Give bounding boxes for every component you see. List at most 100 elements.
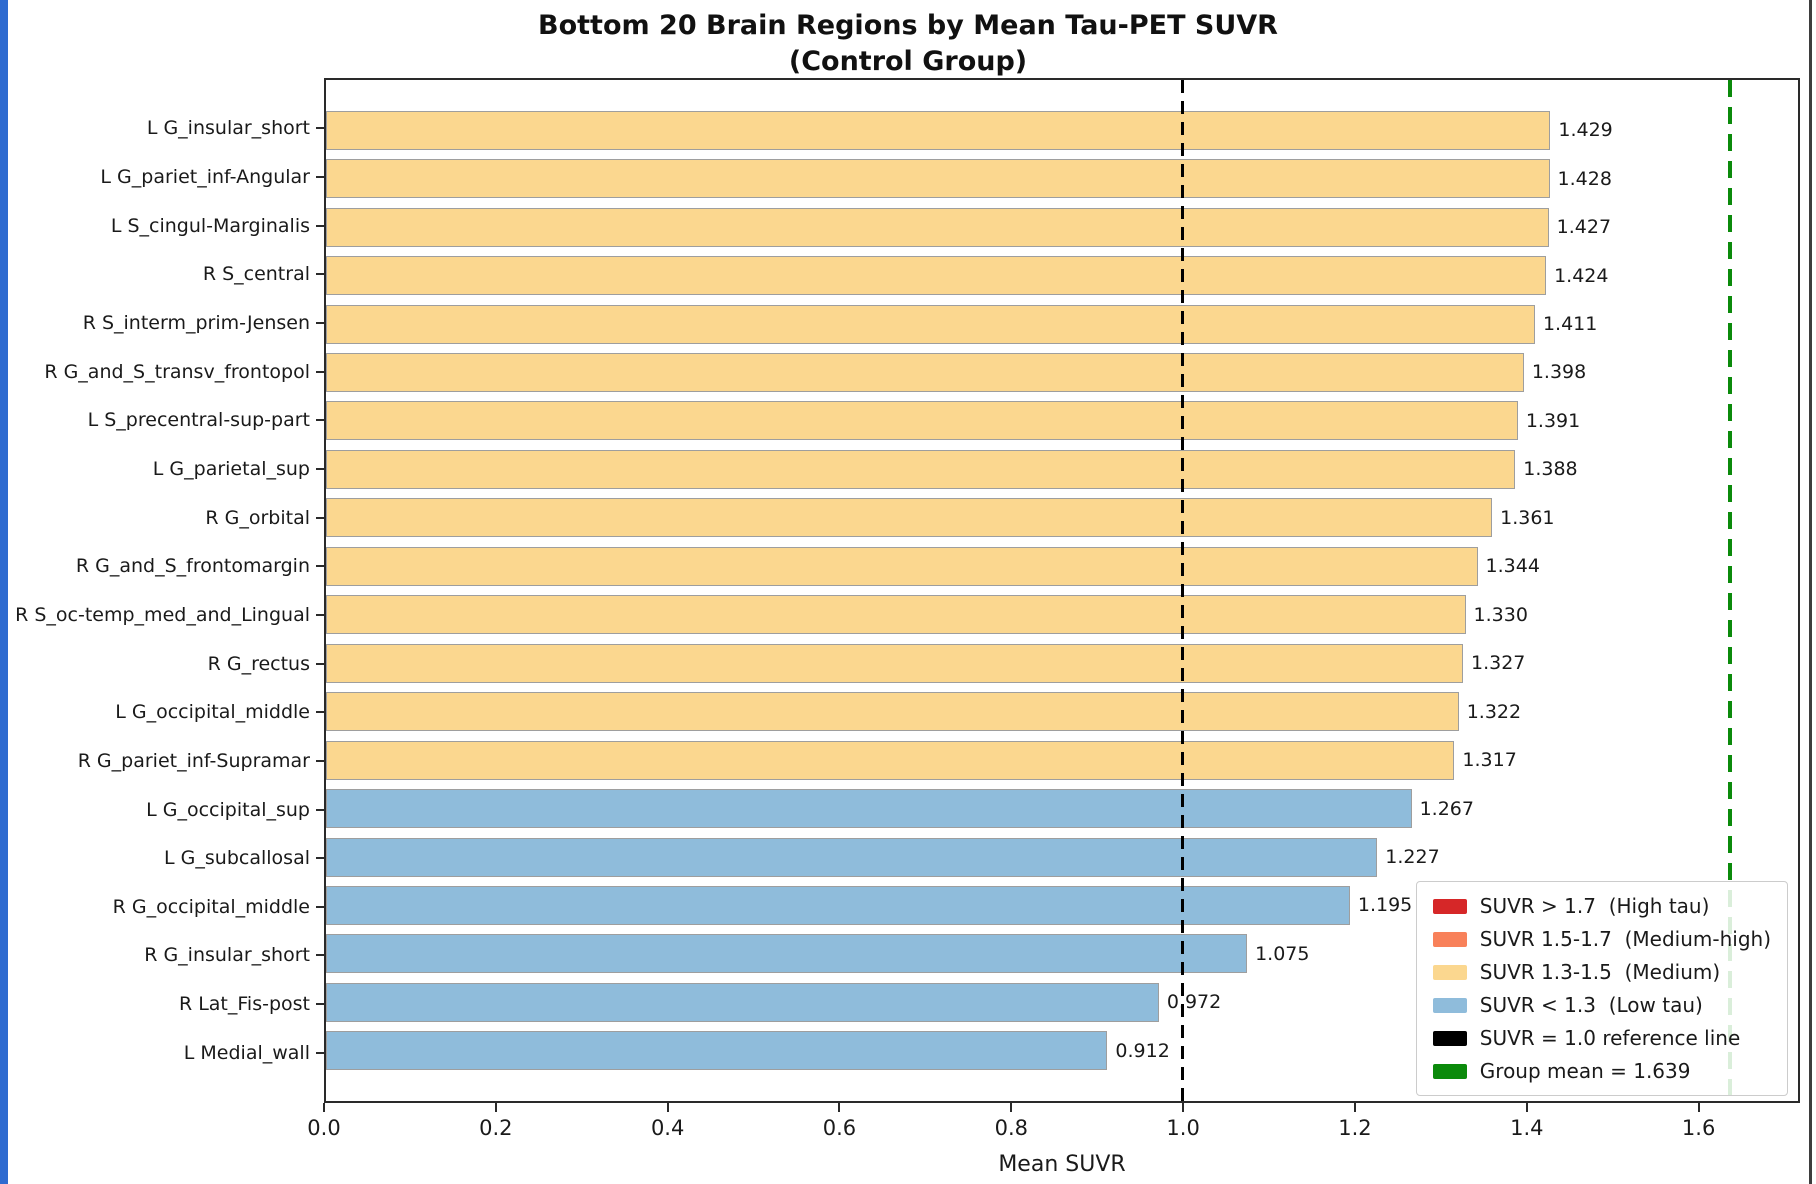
x-tick-mark	[666, 1103, 669, 1112]
bar-row: 1.344	[326, 542, 1798, 590]
bar-row: 1.398	[326, 348, 1798, 396]
chart-title-line2: (Control Group)	[788, 45, 1028, 77]
y-label-row: R S_central	[0, 250, 324, 299]
bar-row: 1.427	[326, 203, 1798, 251]
bar-row: 1.195	[326, 881, 1798, 929]
bar	[326, 837, 1378, 877]
x-tick: 1.4	[1510, 1103, 1543, 1140]
x-tick-mark	[1353, 1103, 1356, 1112]
bar	[326, 498, 1493, 538]
bar	[326, 885, 1350, 925]
legend-swatch	[1432, 964, 1467, 980]
bar-value-label: 1.344	[1485, 555, 1540, 578]
legend: SUVR > 1.7 (High tau) SUVR 1.5-1.7 (Medi…	[1415, 881, 1788, 1096]
y-tick-mark	[316, 273, 324, 276]
y-tick-mark	[316, 419, 324, 422]
x-tick: 1.2	[1338, 1103, 1372, 1140]
window-right-edge	[1809, 0, 1812, 1184]
bar-row: 1.424	[326, 251, 1798, 299]
x-tick-mark	[494, 1103, 497, 1112]
region-label: L S_precentral-sup-part	[87, 409, 310, 432]
window-left-edge	[0, 0, 8, 1184]
legend-swatch	[1432, 1063, 1467, 1079]
bar-row: 1.429	[326, 106, 1798, 154]
bar	[326, 159, 1550, 199]
bar	[326, 982, 1159, 1022]
bar-value-label: 1.267	[1419, 797, 1474, 820]
y-label-row: L G_subcallosal	[0, 834, 324, 883]
bar-value-label: 1.227	[1385, 846, 1440, 869]
x-tick: 0.4	[651, 1103, 684, 1140]
legend-item: SUVR < 1.3 (Low tau)	[1432, 993, 1771, 1017]
legend-label: SUVR 1.3-1.5 (Medium)	[1479, 960, 1721, 984]
region-label: R S_oc-temp_med_and_Lingual	[15, 603, 310, 626]
x-tick-label: 1.0	[1166, 1116, 1200, 1140]
y-label-row: R S_oc-temp_med_and_Lingual	[0, 591, 324, 640]
bar-value-label: 1.327	[1470, 652, 1526, 675]
y-label-row: R G_orbital	[0, 493, 324, 542]
y-tick-mark	[316, 1051, 324, 1054]
y-label-row: L S_cingul-Marginalis	[0, 201, 324, 250]
y-tick-mark	[316, 516, 324, 519]
region-label: R G_insular_short	[144, 944, 310, 967]
legend-item: SUVR > 1.7 (High tau)	[1432, 894, 1771, 918]
bar-row: 1.327	[326, 639, 1798, 687]
bar-value-label: 1.195	[1357, 894, 1413, 917]
bar-value-label: 0.912	[1115, 1039, 1170, 1062]
x-tick-label: 0.2	[479, 1116, 513, 1140]
bar	[326, 207, 1549, 247]
y-tick-mark	[316, 1003, 324, 1006]
bar-row: 0.912	[326, 1027, 1798, 1075]
x-tick-mark	[1010, 1103, 1013, 1112]
y-label-row: R G_rectus	[0, 639, 324, 688]
region-label: L Medial_wall	[183, 1041, 310, 1064]
y-tick-mark	[316, 321, 324, 324]
x-axis-title: Mean SUVR	[998, 1152, 1126, 1177]
y-label-row: R G_and_S_transv_frontopol	[0, 347, 324, 396]
x-tick-label: 0.4	[650, 1116, 685, 1140]
bar-value-label: 1.391	[1525, 409, 1581, 432]
chart-title-line1: Bottom 20 Brain Regions by Mean Tau-PET …	[538, 10, 1278, 41]
x-tick-label: 0.6	[822, 1116, 857, 1140]
x-tick-label: 0.8	[994, 1116, 1028, 1140]
y-label-row: R G_pariet_inf-Supramar	[0, 737, 324, 786]
bar-row: 1.322	[326, 687, 1798, 735]
y-label-row: R S_interm_prim-Jensen	[0, 299, 324, 348]
suvr-1.0-reference-line	[1181, 80, 1185, 1101]
bar	[326, 789, 1412, 829]
legend-swatch	[1432, 931, 1467, 947]
bar	[326, 110, 1551, 150]
legend-item: SUVR 1.3-1.5 (Medium)	[1432, 960, 1771, 984]
bar	[326, 449, 1516, 489]
bar-value-label: 1.075	[1255, 942, 1310, 965]
bar-row: 1.075	[326, 930, 1798, 978]
region-label: L G_occipital_middle	[115, 701, 310, 724]
y-label-row: L G_pariet_inf-Angular	[0, 153, 324, 202]
bar-value-label: 1.398	[1531, 361, 1587, 384]
x-tick: 0.0	[307, 1103, 341, 1140]
legend-label: SUVR > 1.7 (High tau)	[1479, 894, 1710, 918]
x-tick: 0.8	[995, 1103, 1028, 1140]
x-tick-label: 1.4	[1510, 1116, 1544, 1140]
y-tick-mark	[316, 467, 324, 470]
bar	[326, 643, 1463, 683]
legend-item: SUVR 1.5-1.7 (Medium-high)	[1432, 927, 1771, 951]
plot-area: 1.429 1.428 1.427 1.424 1.411 1.398 1.39…	[324, 78, 1800, 1103]
region-label: L G_parietal_sup	[152, 457, 310, 480]
y-tick-mark	[316, 565, 324, 568]
legend-label: Group mean = 1.639	[1479, 1059, 1691, 1083]
bar	[326, 595, 1466, 635]
y-tick-mark	[316, 175, 324, 178]
y-tick-mark	[316, 711, 324, 714]
region-label: R G_and_S_transv_frontopol	[44, 360, 310, 383]
y-tick-mark	[316, 613, 324, 616]
x-tick: 0.2	[479, 1103, 513, 1140]
bar-row: 1.411	[326, 300, 1798, 348]
bar	[326, 401, 1518, 441]
y-tick-mark	[316, 905, 324, 908]
region-label: L S_cingul-Marginalis	[110, 214, 310, 237]
y-tick-mark	[316, 857, 324, 860]
legend-swatch	[1432, 898, 1467, 914]
region-label: R G_rectus	[207, 652, 310, 675]
